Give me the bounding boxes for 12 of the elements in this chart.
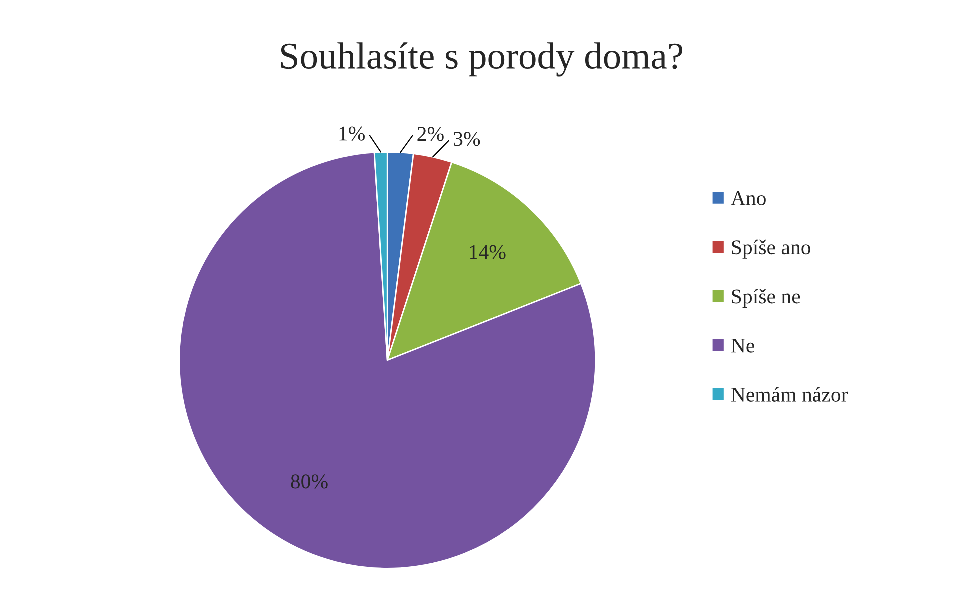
data-label: 2%	[418, 127, 444, 142]
legend-label: Ano	[731, 192, 766, 206]
pie-slice	[178, 152, 597, 570]
chart-title: Souhlasíte s porody doma?	[281, 42, 683, 77]
data-label: 80%	[291, 474, 328, 489]
data-label: 3%	[454, 132, 480, 146]
data-label: 14%	[470, 245, 506, 260]
data-label: 1%	[340, 126, 365, 141]
legend-label: Spíše ano	[732, 240, 810, 259]
legend-label: Nemám názor	[731, 387, 848, 402]
legend-label: Ne	[731, 339, 754, 353]
legend-label: Spíše ne	[732, 289, 800, 308]
